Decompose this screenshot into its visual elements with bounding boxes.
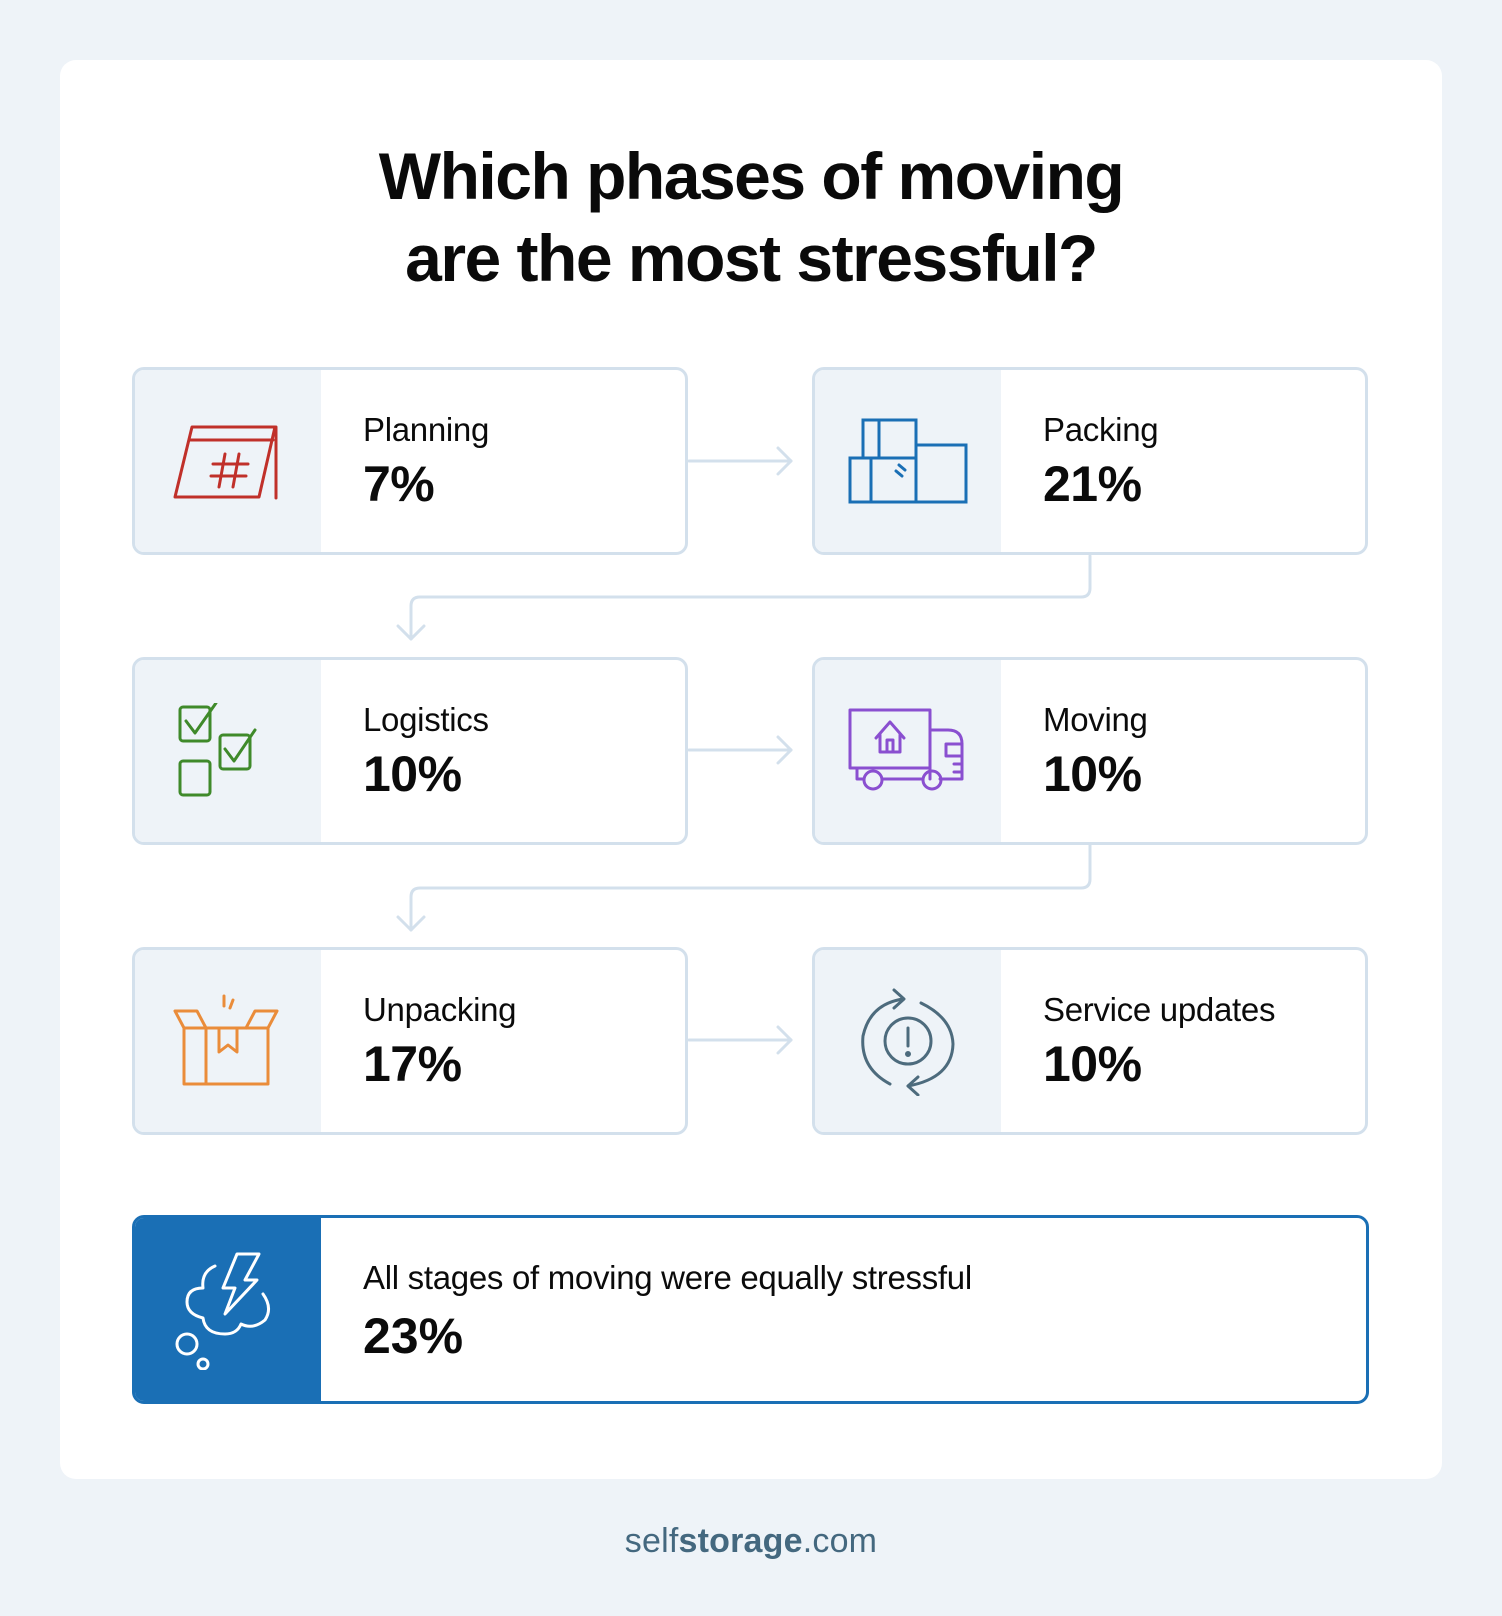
open-box-icon [173,994,279,1086]
phase-label: Service updates [1043,991,1276,1028]
refresh-alert-icon [861,988,955,1096]
phase-box-moving: Moving 10% [812,657,1368,845]
phase-label: Packing [1043,411,1159,448]
stress-cloud-icon [175,1252,270,1370]
phase-label: Moving [1043,701,1148,738]
summary-value: 23% [363,1308,464,1364]
brand-self: self [624,1522,679,1560]
phase-value: 21% [1043,456,1142,512]
phase-label: Unpacking [363,991,517,1028]
page-title: Which phases of moving are the most stre… [0,135,1502,299]
title-line-2: are the most stressful? [405,221,1098,295]
phase-box-packing: Packing 21% [812,367,1368,555]
arrow-right-icon [687,735,793,765]
calendar-icon [173,425,278,500]
phase-box-unpacking: Unpacking 17% [132,947,688,1135]
phase-box-planning: Planning 7% [132,367,688,555]
phase-box-logistics: Logistics 10% [132,657,688,845]
title-line-1: Which phases of moving [378,139,1125,213]
checklist-icon [178,703,257,797]
phase-value: 7% [363,456,435,512]
boxes-icon [848,418,968,504]
arrow-right-icon [687,446,793,476]
arrow-down-icon [396,554,1092,641]
moving-truck-icon [848,708,964,791]
brand-logo: selfstorage.com [0,1522,1502,1561]
phase-value: 10% [1043,1036,1142,1092]
summary-label: All stages of moving were equally stress… [363,1259,972,1296]
phase-value: 10% [363,746,462,802]
arrow-down-icon [396,843,1092,932]
phase-label: Logistics [363,701,489,738]
arrow-right-icon [687,1025,793,1055]
brand-storage: storage [678,1522,803,1560]
summary-box-all-stages: All stages of moving were equally stress… [132,1215,1369,1404]
phase-value: 10% [1043,746,1142,802]
phase-box-service-updates: Service updates 10% [812,947,1368,1135]
phase-value: 17% [363,1036,462,1092]
phase-label: Planning [363,411,490,448]
brand-domain: .com [802,1522,878,1560]
